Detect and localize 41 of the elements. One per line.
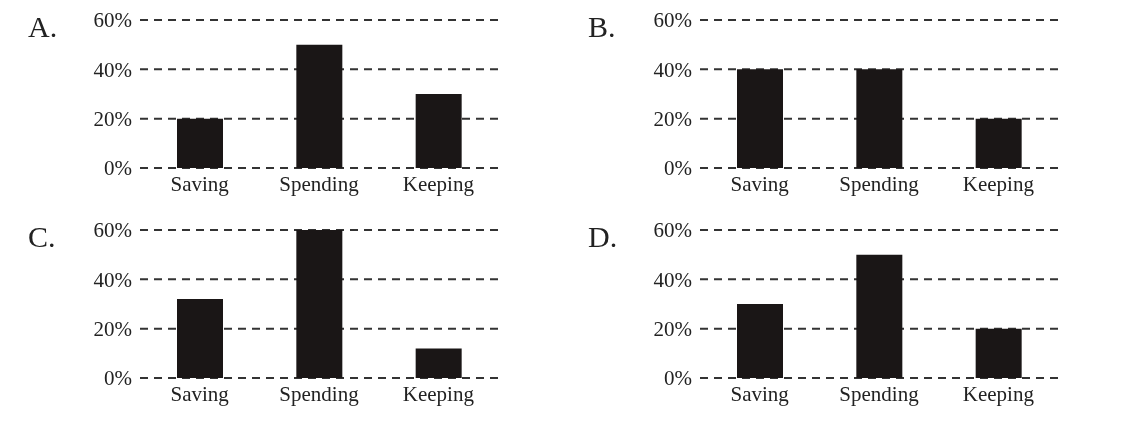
y-tick-label: 0% bbox=[664, 156, 692, 181]
bar bbox=[296, 230, 343, 378]
y-tick-label: 40% bbox=[653, 267, 692, 292]
x-tick-label: Saving bbox=[730, 171, 790, 196]
y-tick-label: 20% bbox=[653, 107, 692, 132]
y-tick-label: 60% bbox=[653, 8, 692, 33]
x-tick-label: Keeping bbox=[402, 171, 475, 196]
y-tick-label: 20% bbox=[93, 317, 132, 342]
y-tick-label: 60% bbox=[93, 8, 132, 33]
x-tick-label: Keeping bbox=[402, 381, 475, 406]
y-tick-label: 20% bbox=[93, 107, 132, 132]
x-tick-label: Saving bbox=[730, 381, 790, 406]
x-tick-label: Spending bbox=[839, 381, 920, 406]
chart-title: D. bbox=[588, 219, 619, 254]
chart-title: C. bbox=[28, 219, 57, 254]
bar bbox=[177, 299, 223, 378]
x-tick-label: Spending bbox=[279, 171, 360, 196]
x-tick-label: Spending bbox=[279, 381, 360, 406]
bar bbox=[177, 118, 223, 168]
bar bbox=[296, 44, 343, 168]
x-tick-label: Spending bbox=[839, 171, 920, 196]
y-tick-label: 60% bbox=[653, 218, 692, 243]
y-tick-label: 40% bbox=[653, 57, 692, 82]
bar bbox=[856, 254, 903, 378]
bar bbox=[415, 348, 462, 378]
x-tick-label: Saving bbox=[170, 381, 230, 406]
y-tick-label: 0% bbox=[104, 156, 132, 181]
y-tick-label: 20% bbox=[653, 317, 692, 342]
x-tick-label: Keeping bbox=[962, 171, 1035, 196]
bar bbox=[737, 304, 783, 378]
y-tick-label: 40% bbox=[93, 267, 132, 292]
chart-title: B. bbox=[588, 9, 617, 44]
bar bbox=[415, 94, 462, 168]
bar bbox=[975, 328, 1022, 378]
x-tick-label: Keeping bbox=[962, 381, 1035, 406]
y-tick-label: 60% bbox=[93, 218, 132, 243]
y-tick-label: 0% bbox=[104, 366, 132, 391]
y-tick-label: 0% bbox=[664, 366, 692, 391]
chart-title: A. bbox=[28, 9, 59, 44]
x-tick-label: Saving bbox=[170, 171, 230, 196]
y-tick-label: 40% bbox=[93, 57, 132, 82]
